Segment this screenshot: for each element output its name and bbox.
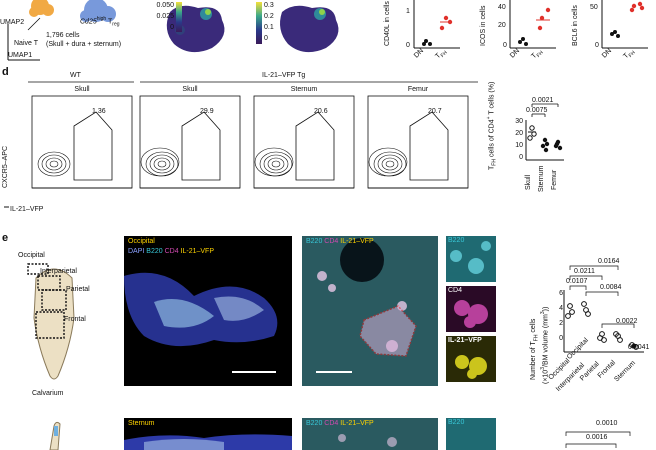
panel-letter-e: e <box>2 232 9 244</box>
micro2-channels: B220 CD4 IL-21–VFP <box>306 238 374 245</box>
bottom-pval-2: 0.0016 <box>586 434 608 441</box>
micrograph-sternum-zoom: B220 CD4 IL-21–VFP <box>302 418 438 450</box>
bottom-brackets <box>565 431 631 448</box>
tfh-stats-yticks: 30 20 10 0 <box>515 118 523 161</box>
dotplot-bcl6 <box>601 0 648 49</box>
flow-pct: 1.36 <box>92 108 106 115</box>
top-dot-plots <box>413 0 648 49</box>
flow-title: Sternum <box>290 86 318 93</box>
sternum-e-points <box>629 342 639 350</box>
naive-label: Naive T <box>14 40 38 47</box>
feature-plot-2: 0.3 0.2 0.1 0 <box>252 0 352 62</box>
flow-panel-1: Skull 1.36 <box>30 86 134 204</box>
flow-panel-2: Skull 29.9 <box>138 86 242 204</box>
skull-label-calvarium: Calvarium <box>32 390 64 397</box>
flow-pct: 20.7 <box>428 108 442 115</box>
tfh-stats-plot <box>525 103 564 161</box>
count-pval-1: 0.0164 <box>598 258 620 265</box>
side-label-il21: IL-21–VFP <box>448 337 482 344</box>
umap2-label: UMAP2 <box>0 19 25 26</box>
bcl6-tick-0: 0 <box>595 42 599 49</box>
dotplot-icos <box>509 0 556 49</box>
tfh-pval-2: 0.0075 <box>526 107 548 114</box>
colorbar-2 <box>256 2 262 44</box>
cxcr5-label: CXCR5–APC <box>2 145 9 188</box>
colorbar-1 <box>176 2 182 32</box>
sternum-points <box>540 137 550 153</box>
tissues-label: (Skull + dura + sternum) <box>46 41 122 48</box>
count-pval-5: 0.0022 <box>616 318 638 325</box>
cells-count: 1,796 cells <box>46 32 80 39</box>
skull-points <box>527 125 537 141</box>
count-pval-2: 0.0211 <box>574 268 595 275</box>
il21-x-label: IL-21–VFP <box>10 206 44 213</box>
count-pval-6: 0.0041 <box>628 344 650 351</box>
flow-title: Skull <box>182 86 198 93</box>
skull-label-interparietal: Interparietal <box>40 268 77 275</box>
scale1: 0.050 0.025 0 <box>156 2 174 31</box>
icos-tick-40: 40 <box>498 4 506 11</box>
femur-points <box>553 139 563 151</box>
arrow-icon <box>4 206 9 208</box>
micrograph-sternum: Sternum <box>124 418 292 450</box>
interparietal-points <box>581 301 591 317</box>
tfh-count-ylabel1: Number of TFH cells <box>530 318 540 380</box>
bcl6-tick-50: 50 <box>590 4 598 11</box>
skull-label-frontal: Frontal <box>64 316 86 323</box>
tfh-cat-femur: Femur <box>551 169 558 190</box>
tfh-count-plot <box>563 265 644 353</box>
flow-pct: 29.9 <box>200 108 214 115</box>
flow-title: Skull <box>74 86 90 93</box>
tfh-cat-skull: Skull <box>525 174 532 190</box>
side-panel-il21: IL-21–VFP <box>446 336 496 382</box>
icos-tick-0: 0 <box>503 42 507 49</box>
bottom-side-label: B220 <box>448 419 465 426</box>
side-label-b220: B220 <box>448 237 465 244</box>
panel-letter-d: d <box>2 66 9 78</box>
icos-tick-20: 20 <box>498 22 506 29</box>
flow-title: Femur <box>407 86 429 93</box>
frontal-points <box>613 331 623 343</box>
count-pval-4: 0.0084 <box>600 284 622 291</box>
flow-panel-3: Sternum 20.6 <box>252 86 356 204</box>
side-panel-cd4: CD4 <box>446 286 496 332</box>
dotplot-cd40l <box>413 0 460 49</box>
cd40l-tick-0: 0 <box>406 42 410 49</box>
micro1-channels: DAPI B220 CD4 IL-21–VFP <box>128 248 215 255</box>
skull-label-parietal: Parietal <box>66 286 90 293</box>
flow-pct: 20.6 <box>314 108 328 115</box>
bottom-micro-title: Sternum <box>128 420 155 427</box>
umap-plot <box>7 0 116 61</box>
tfh-pval-1: 0.0021 <box>532 97 554 104</box>
flow-panel-4: Femur 20.7 <box>366 86 470 204</box>
micro1-title: Occipital <box>128 238 155 245</box>
wt-label: WT <box>70 72 81 79</box>
umap1-label: UMAP1 <box>8 52 33 59</box>
bottom-pval-1: 0.0010 <box>596 420 618 427</box>
cd40l-tick-1: 1 <box>406 8 410 15</box>
skull-label-occipital: Occipital <box>18 252 45 259</box>
micrograph-occipital: Occipital DAPI B220 CD4 IL-21–VFP <box>124 236 292 386</box>
side-label-cd4: CD4 <box>448 287 463 294</box>
parietal-points <box>597 331 607 343</box>
bottom-side-panel-b220: B220 <box>446 418 496 450</box>
feature-plot-1: 0.050 0.025 0 <box>150 0 250 62</box>
cd25-label: Cd25high Treg <box>80 16 120 28</box>
tg-label: IL-21–VFP Tg <box>262 72 306 79</box>
umap-panel: UMAP2 Naive T UMAP1 Cd25high Treg 1,796 … <box>0 0 130 62</box>
tfh-count-ylabel2: (×103/BM volume (mm3)) <box>540 306 550 384</box>
side-panel-b220: B220 <box>446 236 496 282</box>
tfh-stats-ylabel: TFH cells of CD4+ T cells (%) <box>486 81 498 170</box>
bottom-micro-channels: B220 CD4 IL-21–VFP <box>306 420 374 427</box>
scale2: 0.3 0.2 0.1 0 <box>264 2 274 42</box>
count-pval-3: 0.0107 <box>566 278 588 285</box>
skull-diagram <box>27 263 75 380</box>
sternum-bone-icon <box>49 421 61 450</box>
micrograph-zoom: B220 CD4 IL-21–VFP <box>302 236 438 386</box>
tfh-cat-sternum: Sternum <box>538 165 545 192</box>
occipital-points <box>565 303 575 319</box>
